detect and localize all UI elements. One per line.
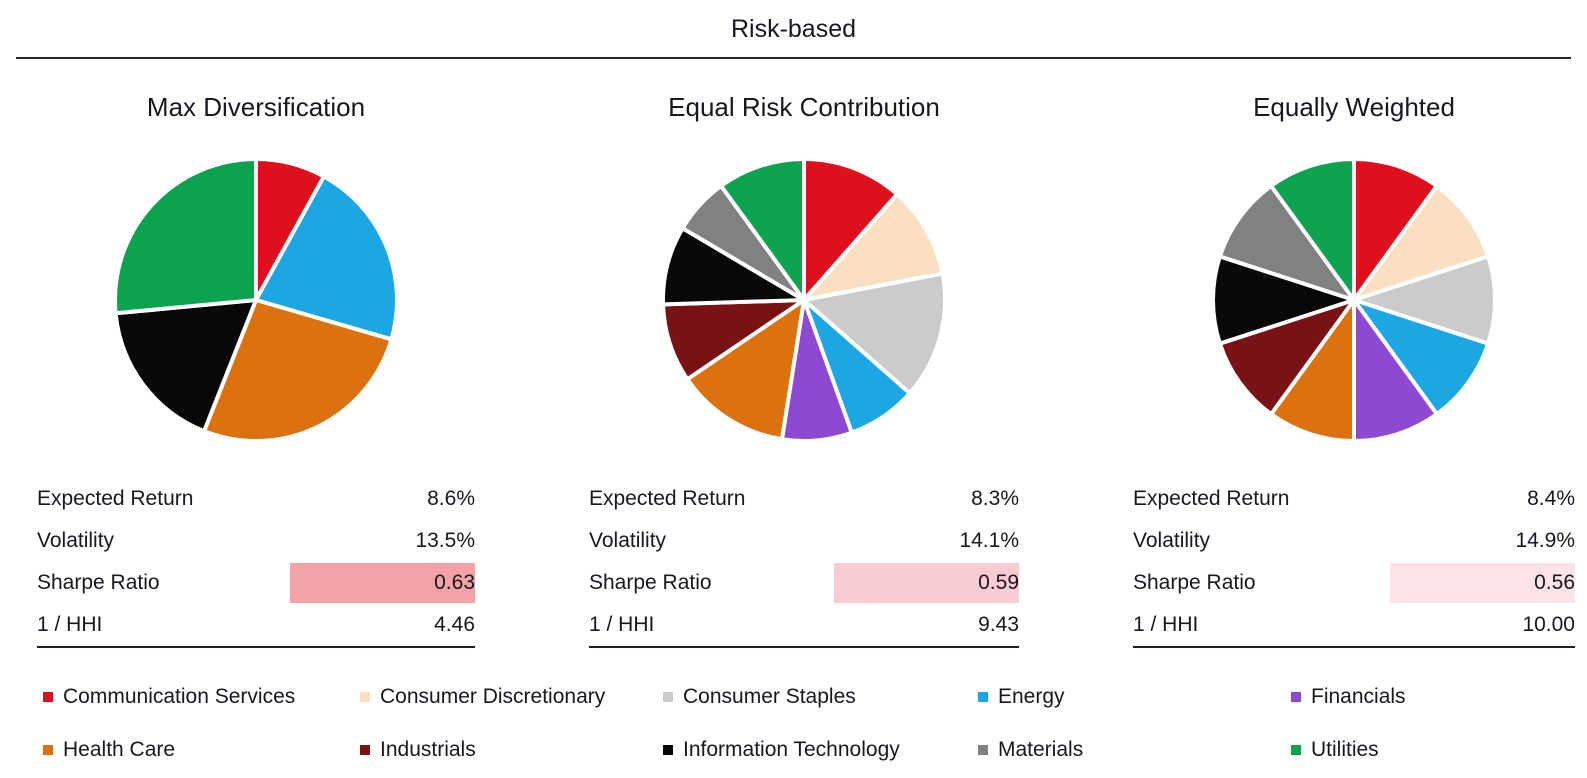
legend-item-health-care: Health Care (43, 738, 176, 761)
stat-value: 8.6% (427, 487, 475, 510)
legend-label: Materials (998, 738, 1084, 761)
legend-item-utilities: Utilities (1291, 738, 1379, 761)
pie-slice-utilities (719, 157, 806, 302)
pie-slice-communication-services (802, 157, 900, 302)
legend-label: Financials (1311, 685, 1406, 708)
legend-item-energy: Energy (978, 685, 1065, 708)
stat-label: 1 / HHI (589, 613, 655, 636)
legend-item-communication-services: Communication Services (43, 685, 296, 708)
stat-row-inverse-hhi: 1 / HHI 10.00 (1133, 604, 1575, 646)
legend-label: Utilities (1311, 738, 1379, 761)
legend-label: Communication Services (63, 685, 296, 708)
panel-equally-weighted: Equally Weighted Expected Return 8.4% Vo… (1133, 90, 1575, 648)
stat-value: 13.5% (415, 529, 475, 552)
stat-row-sharpe-ratio: Sharpe Ratio 0.59 (589, 562, 1019, 604)
legend-swatch-icon (360, 692, 370, 702)
legend-swatch-icon (360, 745, 370, 755)
legend-swatch-icon (43, 745, 53, 755)
pie-slice-consumer-staples (802, 271, 947, 396)
stats-table: Expected Return 8.6% Volatility 13.5% Sh… (37, 478, 475, 648)
pie-title: Max Diversification (146, 92, 366, 122)
legend-swatch-icon (663, 692, 673, 702)
pie-wrap (37, 150, 475, 450)
legend-label: Consumer Staples (683, 685, 856, 708)
panel-max-diversification: Max Diversification Expected Return 8.6%… (37, 90, 475, 648)
pie-slice-utilities (1269, 157, 1356, 302)
legend-item-materials: Materials (978, 738, 1084, 761)
pie-wrap (589, 150, 1019, 450)
stat-label: Volatility (37, 529, 115, 552)
panels-container: Max Diversification Expected Return 8.6%… (37, 90, 1575, 648)
pie-chart-equally-weighted (1211, 157, 1497, 443)
pie-wrap (1133, 150, 1575, 450)
stat-label: Sharpe Ratio (1133, 571, 1256, 594)
sharpe-ratio-value: 0.56 (1390, 563, 1575, 603)
stat-row-expected-return: Expected Return 8.6% (37, 478, 475, 520)
legend-item-financials: Financials (1291, 685, 1406, 708)
pie-slice-energy (254, 174, 399, 342)
legend-swatch-icon (978, 692, 988, 702)
stat-label: Volatility (589, 529, 667, 552)
legend-item-information-technology: Information Technology (663, 738, 900, 761)
pie-title: Equally Weighted (1253, 92, 1455, 122)
stat-value: 8.3% (971, 487, 1019, 510)
legend-label: Industrials (380, 738, 476, 761)
pie-slice-health-care (202, 298, 394, 443)
pie-slice-utilities (113, 157, 258, 316)
stat-value: 9.43 (978, 613, 1019, 636)
stat-row-sharpe-ratio: Sharpe Ratio 0.56 (1133, 562, 1575, 604)
stat-row-volatility: Volatility 14.9% (1133, 520, 1575, 562)
stat-label: Expected Return (37, 487, 194, 510)
pie-chart-equal-risk-contribution (661, 157, 947, 443)
legend-item-consumer-staples: Consumer Staples (663, 685, 856, 708)
stat-label: Sharpe Ratio (37, 571, 160, 594)
pie-slice-information-technology (113, 298, 258, 434)
stat-value: 14.9% (1515, 529, 1575, 552)
stat-label: Expected Return (589, 487, 746, 510)
stat-row-expected-return: Expected Return 8.3% (589, 478, 1019, 520)
stat-row-volatility: Volatility 13.5% (37, 520, 475, 562)
pie-slice-health-care (685, 298, 806, 442)
legend-item-consumer-discretionary: Consumer Discretionary (360, 685, 606, 708)
legend-swatch-icon (43, 692, 53, 702)
stat-value: 4.46 (434, 613, 475, 636)
panel-equal-risk-contribution: Equal Risk Contribution Expected Return … (589, 90, 1019, 648)
stat-row-sharpe-ratio: Sharpe Ratio 0.63 (37, 562, 475, 604)
legend-swatch-icon (978, 745, 988, 755)
stat-value: 14.1% (959, 529, 1019, 552)
pie-chart-max-diversification (113, 157, 399, 443)
stat-label: 1 / HHI (37, 613, 103, 636)
stat-value: 8.4% (1527, 487, 1575, 510)
stats-table: Expected Return 8.3% Volatility 14.1% Sh… (589, 478, 1019, 648)
sharpe-ratio-value: 0.63 (290, 563, 475, 603)
legend-label: Information Technology (683, 738, 900, 761)
legend-label: Consumer Discretionary (380, 685, 606, 708)
pie-slice-consumer-discretionary (802, 192, 945, 302)
legend-swatch-icon (663, 745, 673, 755)
stat-value: 10.00 (1522, 613, 1575, 636)
sharpe-ratio-value: 0.59 (834, 563, 1019, 603)
legend-item-industrials: Industrials (360, 738, 476, 761)
title-divider (16, 57, 1571, 59)
pie-title: Equal Risk Contribution (668, 92, 940, 122)
stat-label: Expected Return (1133, 487, 1290, 510)
stat-label: Sharpe Ratio (589, 571, 712, 594)
stat-row-expected-return: Expected Return 8.4% (1133, 478, 1575, 520)
legend-swatch-icon (1291, 692, 1301, 702)
legend-label: Energy (998, 685, 1065, 708)
stat-row-inverse-hhi: 1 / HHI 9.43 (589, 604, 1019, 646)
stat-label: 1 / HHI (1133, 613, 1199, 636)
stats-table: Expected Return 8.4% Volatility 14.9% Sh… (1133, 478, 1575, 648)
stat-row-inverse-hhi: 1 / HHI 4.46 (37, 604, 475, 646)
page-title: Risk-based (730, 15, 857, 43)
stat-label: Volatility (1133, 529, 1211, 552)
legend-swatch-icon (1291, 745, 1301, 755)
legend-label: Health Care (63, 738, 176, 761)
stat-row-volatility: Volatility 14.1% (589, 520, 1019, 562)
